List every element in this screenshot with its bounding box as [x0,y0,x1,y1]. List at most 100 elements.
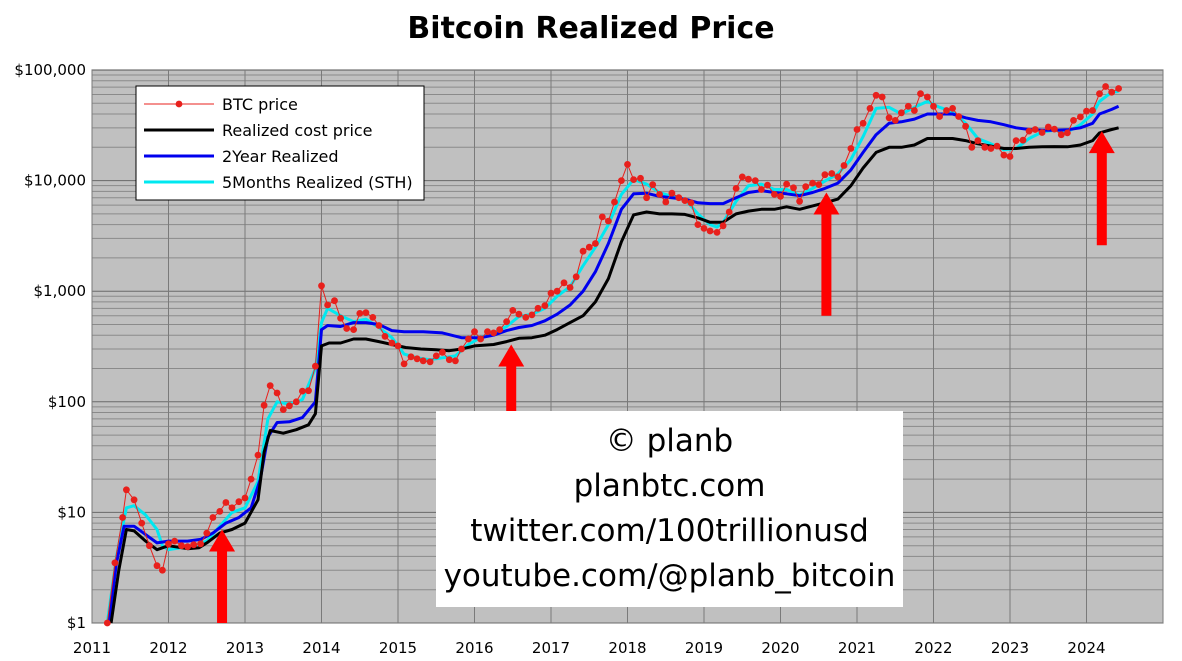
btc-price-point [643,194,650,202]
btc-price-point [924,93,931,101]
btc-price-point [553,287,561,295]
btc-price-point [1108,88,1116,96]
btc-price-point [337,314,344,322]
btc-price-point [465,335,472,343]
btc-price-point [706,227,714,235]
btc-price-point [209,514,217,521]
btc-price-point [834,173,842,181]
btc-price-point [1025,127,1033,135]
btc-price-point [375,322,383,329]
btc-price-point [190,541,198,549]
btc-price-point [413,355,421,363]
btc-price-point [968,143,976,151]
btc-price-point [452,357,459,365]
btc-price-point [388,339,396,347]
btc-price-point [1019,136,1027,144]
btc-price-point [197,540,205,548]
btc-price-point [694,221,702,229]
btc-price-point [719,222,727,230]
btc-price-point [1083,107,1090,115]
btc-price-point [866,105,874,112]
btc-price-point [381,333,389,340]
btc-price-point [662,198,670,206]
btc-price-point [598,213,606,221]
btc-price-point [898,109,905,117]
btc-price-point [1115,85,1122,92]
btc-price-point [362,309,370,316]
btc-price-point [1031,126,1039,133]
chart-title: Bitcoin Realized Price [407,11,774,46]
btc-price-point [1077,113,1084,121]
btc-price-point [675,194,683,202]
btc-price-point [802,183,810,191]
y-tick-label: $10,000 [24,172,86,190]
btc-price-point [305,387,312,395]
btc-price-point [624,161,631,168]
btc-price-point [273,389,281,397]
btc-price-point [130,496,138,504]
red-arrow [498,344,525,453]
btc-price-point [566,284,574,291]
btc-price-point [847,145,855,152]
x-tick-label: 2011 [73,639,111,657]
btc-price-point [713,229,721,236]
legend-label: BTC price [222,95,298,114]
btc-price-point [111,559,119,567]
btc-price-point [153,562,161,570]
btc-price-point [178,542,185,550]
btc-price-point [286,402,293,410]
credit-line: youtube.com/@planb_bitcoin [444,558,896,594]
btc-price-point [394,342,402,350]
btc-price-point [138,519,146,527]
btc-price-point [103,619,111,627]
btc-price-point [917,90,924,98]
btc-price-point [247,475,255,483]
btc-price-point [534,304,542,312]
btc-price-point [1012,137,1020,145]
x-tick-label: 2013 [226,639,264,657]
btc-price-point [764,181,771,189]
series-line-realized-cost-price [109,126,1119,624]
btc-price-point [649,181,657,189]
btc-price-point [1038,129,1046,136]
y-tick-label: $100 [48,393,86,411]
credit-box-bg [436,411,903,607]
btc-price-point [241,494,249,502]
btc-price-point [853,126,861,133]
btc-price-point [579,247,587,255]
btc-price-point [809,179,816,187]
btc-price-point [936,113,943,120]
btc-price-point [203,529,211,537]
btc-price-point [872,91,880,99]
btc-price-point [878,93,886,101]
btc-price-point [840,162,848,169]
btc-price-point [407,353,415,361]
btc-price-point [432,352,440,360]
x-tick-label: 2015 [379,639,417,657]
btc-price-point [1006,153,1014,160]
btc-price-point [572,273,580,281]
btc-price-point [981,143,989,151]
btc-price-point [637,174,644,182]
red-arrow [1088,131,1115,246]
y-tick-label: $10 [57,503,86,521]
y-tick-label: $100,000 [14,61,86,79]
y-tick-label: $1,000 [34,282,87,300]
btc-price-point [515,310,523,318]
btc-price-point [509,307,517,314]
btc-price-point [426,358,434,366]
btc-price-point [484,328,491,336]
red-arrow [209,529,236,623]
btc-price-point [471,328,478,336]
btc-price-point [165,540,172,548]
btc-price-point [184,543,192,551]
btc-price-point [496,326,504,333]
btc-price-point [771,191,778,198]
btc-price-point [668,189,676,197]
btc-price-point [751,177,759,185]
btc-price-point [503,318,510,326]
btc-price-point [630,176,637,184]
btc-price-point [312,362,319,370]
legend-label: 2Year Realized [222,147,338,166]
btc-price-point [821,171,829,179]
